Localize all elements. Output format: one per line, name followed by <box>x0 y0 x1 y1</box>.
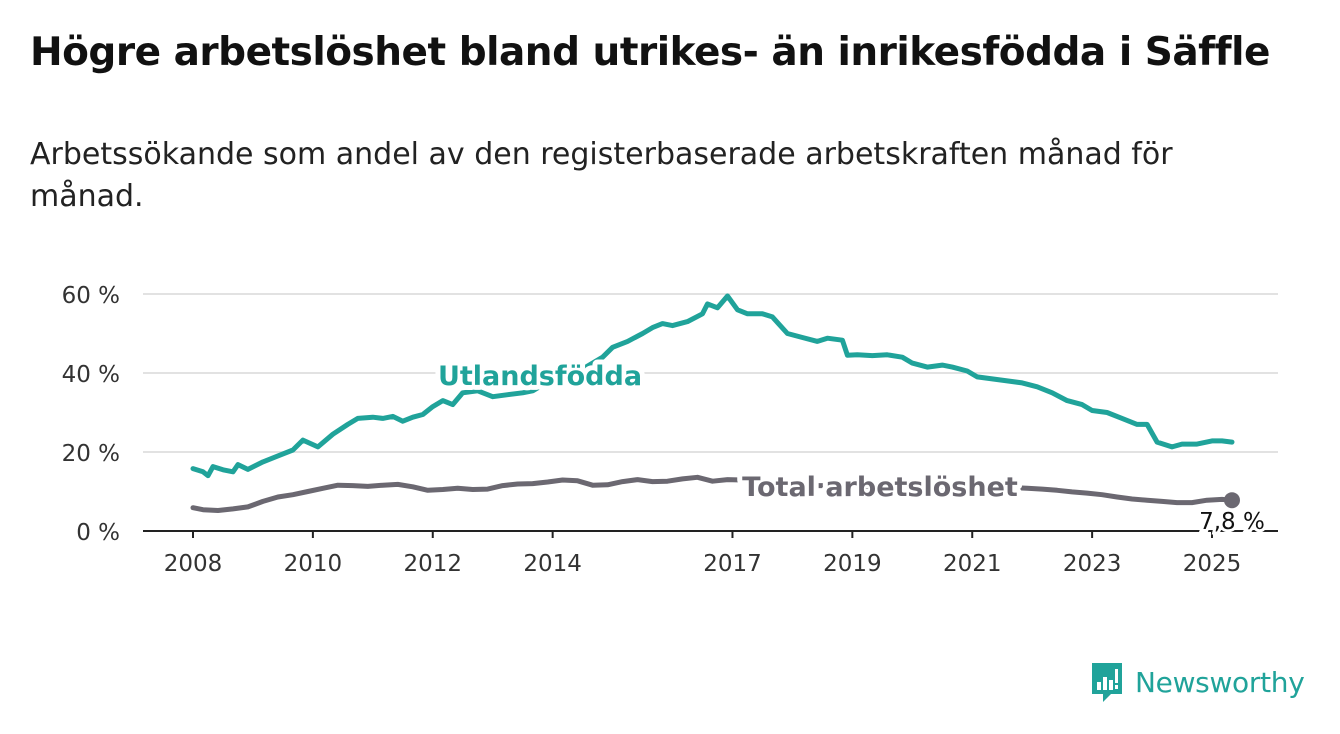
gridlines <box>143 293 1278 453</box>
x-tick-label: 2023 <box>1063 551 1122 577</box>
series-label: Total arbetslöshet <box>742 472 1018 503</box>
series-line-0 <box>190 293 1235 479</box>
x-axis: 2008 2010 2012 2014 2017 2019 2021 2023 2025 <box>143 530 1278 577</box>
y-tick-label: 20 % <box>62 441 120 467</box>
chart-title: Högre arbetslöshet bland utrikes- än inr… <box>30 30 1270 75</box>
x-tick-label: 2012 <box>403 551 462 577</box>
series-lines <box>190 293 1235 513</box>
x-tick-label: 2019 <box>823 551 882 577</box>
newsworthy-bar-chart-icon <box>1092 663 1122 702</box>
y-tick-label: 0 % <box>76 520 120 546</box>
x-tick-label: 2025 <box>1183 551 1242 577</box>
brand-name: Newsworthy <box>1135 665 1305 699</box>
x-tick-label: 2010 <box>284 551 343 577</box>
y-axis: 0 % 20 % 40 % 60 % <box>62 283 120 546</box>
x-tick-label: 2017 <box>703 551 762 577</box>
line-chart: 0 % 20 % 40 % 60 % 2008 2010 2012 2014 2017 2019… <box>62 283 1278 577</box>
end-point-marker <box>1223 492 1240 509</box>
x-tick-label: 2021 <box>943 551 1002 577</box>
x-tick-label: 2008 <box>164 551 223 577</box>
y-tick-label: 40 % <box>62 362 120 388</box>
series-line-1 <box>190 474 1235 513</box>
series-label: Utlandsfödda <box>438 361 642 392</box>
chart-subtitle: Arbetssökande som andel av den registerb… <box>30 137 1173 214</box>
y-tick-label: 60 % <box>62 283 120 309</box>
x-tick-label: 2014 <box>523 551 582 577</box>
series-labels: Utlandsfödda Total arbetslöshet 7,8 % <box>433 356 1268 538</box>
newsworthy-logo: Newsworthy <box>1089 660 1305 704</box>
end-value-label: 7,8 % <box>1199 509 1265 535</box>
